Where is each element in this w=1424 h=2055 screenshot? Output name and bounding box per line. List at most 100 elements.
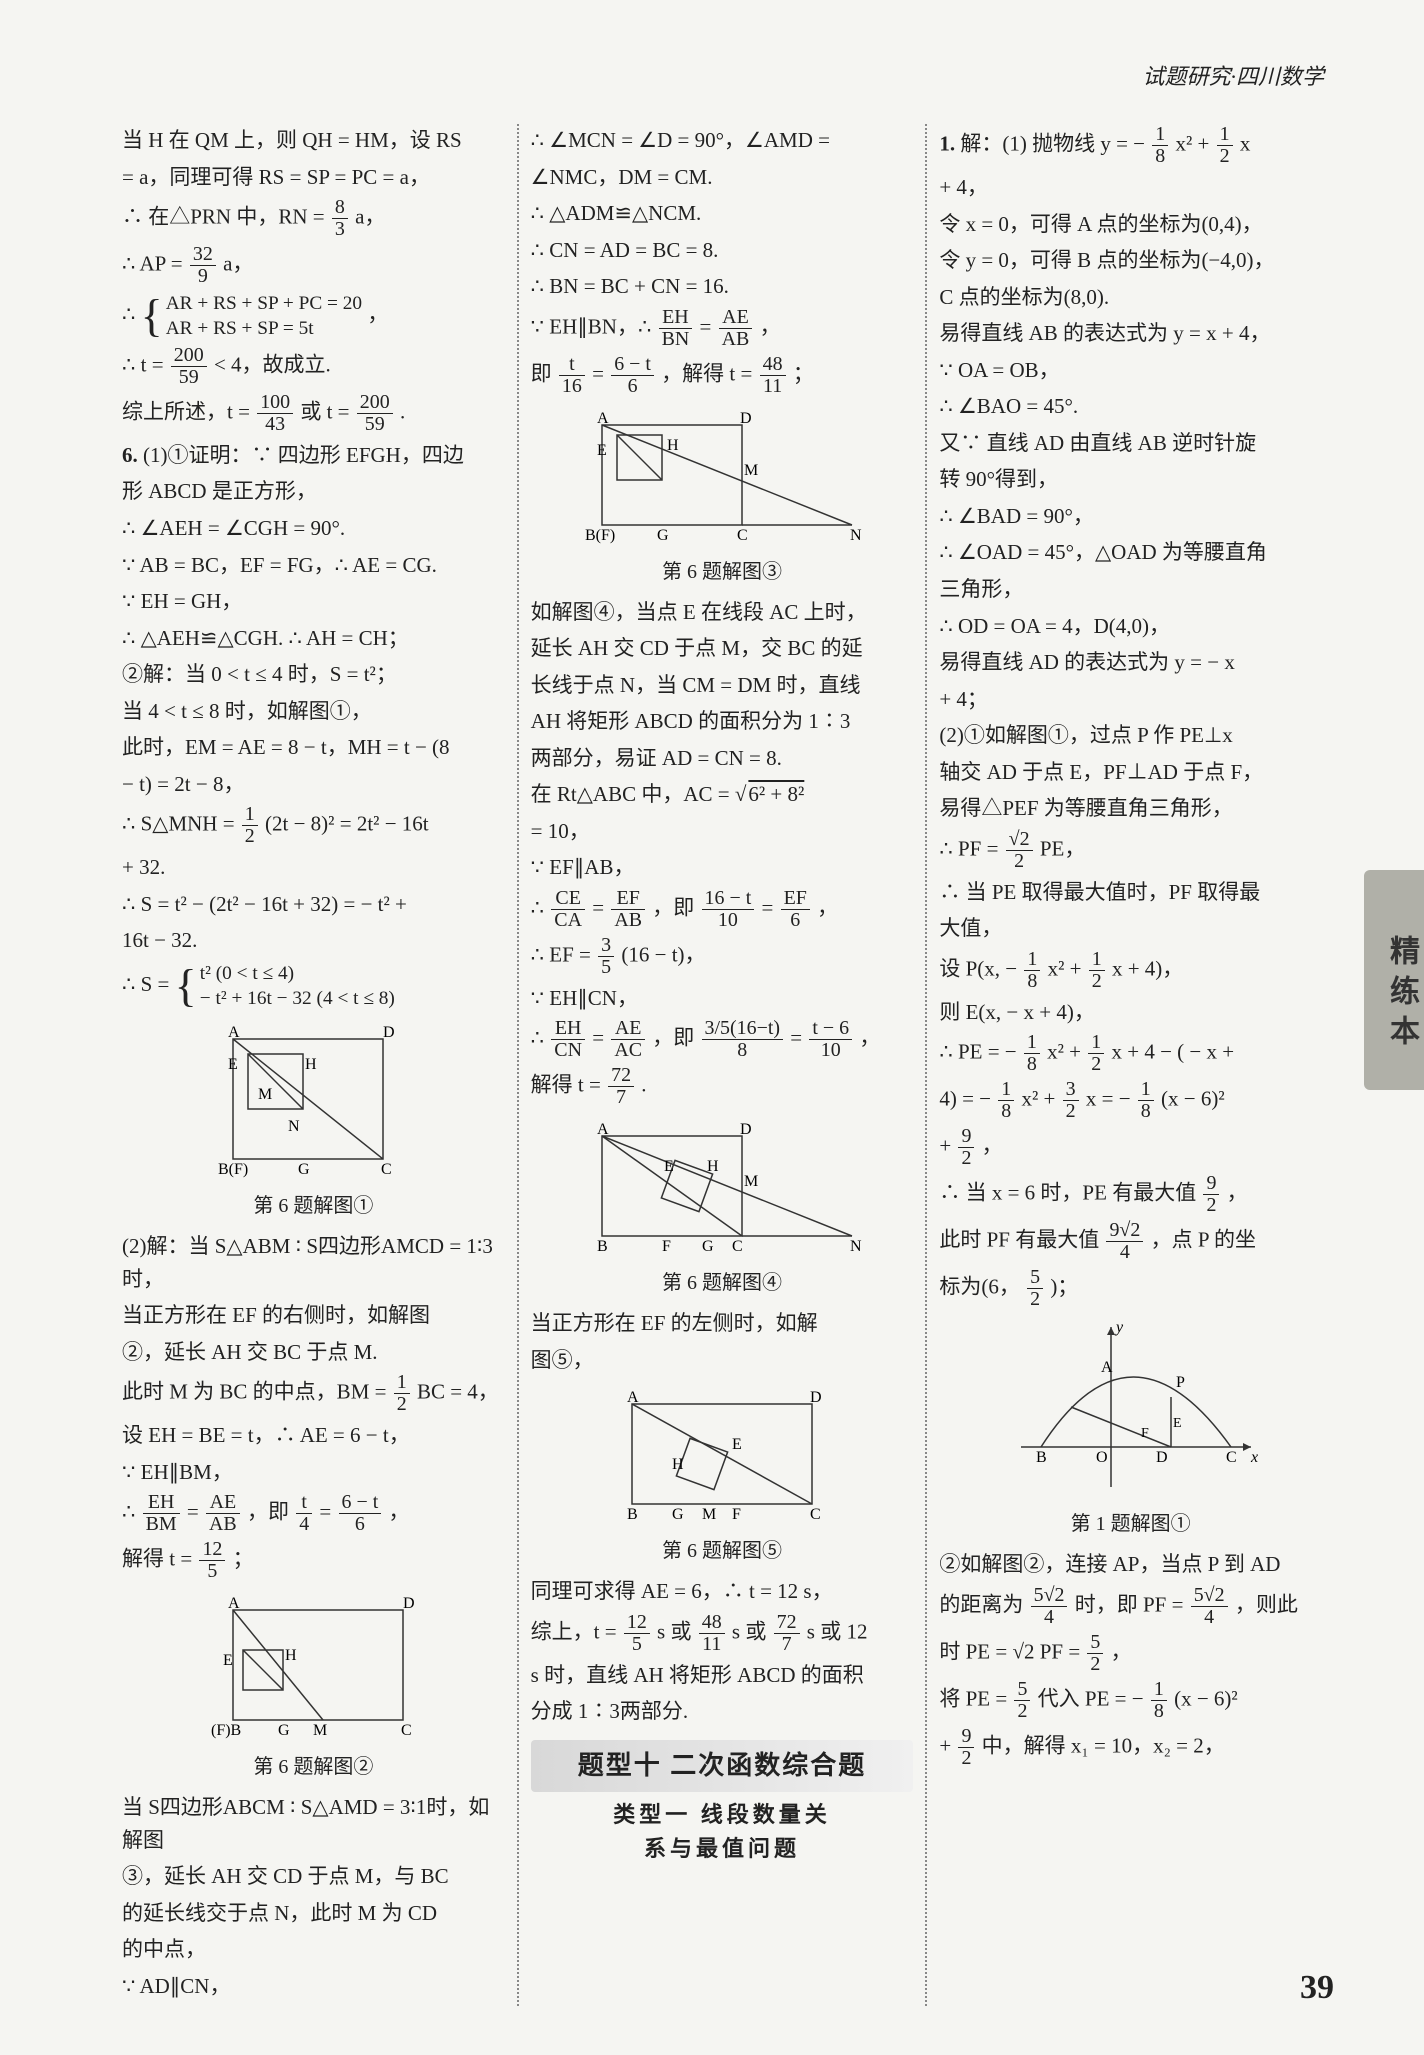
fraction: 12 [242,804,258,847]
text: x² + [1176,131,1215,155]
svg-text:N: N [850,1238,862,1255]
text-line: 当 4 < t ≤ 8 时，如解图①， [122,695,505,728]
text-line: ②，延长 AH 交 BC 于点 M. [122,1336,505,1369]
text-line: 轴交 AD 于点 E，PF⊥AD 于点 F， [939,756,1322,789]
fraction: 10043 [257,392,293,435]
fraction: 12 [394,1372,410,1415]
text: ∴ S△MNH = [122,812,240,836]
text: = [762,895,779,919]
svg-text:F: F [732,1506,741,1523]
text-line: (2)①如解图①，过点 P 作 PE⊥x [939,719,1322,752]
text-line: 分成 1∶3两部分. [531,1695,914,1728]
text-line: 当 S四边形ABCM ∶ S△AMD = 3∶1时，如解图 [122,1791,505,1856]
text: 代入 PE = − [1038,1686,1149,1710]
fraction: t4 [296,1492,312,1535]
text: 或 t = [300,399,354,423]
fraction: 20059 [171,345,207,388]
text-line: 两部分，易证 AD = CN = 8. [531,742,914,775]
sqrt-content: 6² + 8² [746,782,804,806]
fraction: 4811 [699,1612,725,1655]
svg-text:G: G [672,1506,684,1523]
text-line: ∴ CECA = EFAB ，即 16 − t10 = EF6 ， [531,888,914,931]
fraction: 18 [1024,1032,1040,1075]
text: < 4，故成立. [214,352,331,376]
text-line: 16t − 32. [122,924,505,957]
text: 将 PE = [939,1686,1012,1710]
text-line: ∵ EF∥AB， [531,851,914,884]
text-line: ∴ EF = 35 (16 − t)， [531,935,914,978]
text-line: 设 P(x, − 18 x² + 12 x + 4)， [939,949,1322,992]
text-line: 转 90°得到， [939,463,1322,496]
text-line: 又∵ 直线 AD 由直线 AB 逆时针旋 [939,427,1322,460]
fraction: 18 [1152,124,1168,167]
text: (16 − t)， [621,942,705,966]
text-line: C 点的坐标为(8,0). [939,281,1322,314]
fraction: t − 610 [809,1018,852,1061]
figure-6-2: A D E H (F)B G M C 第 6 题解图② [122,1590,505,1783]
text-line: + 4； [939,683,1322,716]
svg-text:D: D [1156,1449,1168,1466]
text: ，即 [652,895,699,919]
text: (2t − 8)² = 2t² − 16t [265,812,429,836]
fraction: 18 [1138,1079,1154,1122]
fraction: 3/5(16−t)8 [702,1018,783,1061]
text-line: 将 PE = 52 代入 PE = − 18 (x − 6)² [939,1679,1322,1722]
svg-text:A: A [627,1389,639,1406]
text: BC = 4， [417,1379,499,1403]
svg-text:M: M [313,1722,327,1739]
text-line: 的延长线交于点 N，此时 M 为 CD [122,1897,505,1930]
text-line: 此时 PF 有最大值 9√24 ，点 P 的坐 [939,1220,1322,1263]
text: ， [859,1026,880,1050]
case-line: − t² + 16t − 32 (4 < t ≤ 8) [200,988,395,1009]
text-line: 延长 AH 交 CD 于点 M，交 BC 的延 [531,632,914,665]
fraction: 125 [624,1612,650,1655]
text: ∴ AP = [122,251,188,275]
text: ，则此 [1235,1592,1298,1616]
svg-text:B(F): B(F) [218,1161,248,1178]
page-number: 39 [1300,1962,1334,2015]
side-tab: 精练本 [1364,870,1424,1090]
section-title: 题型十 二次函数综合题 [531,1740,914,1792]
figure-caption: 第 1 题解图① [939,1509,1322,1540]
text-line: ∴ 当 PE 取得最大值时，PF 取得最 [939,876,1322,909]
text-line: 时 PE = √2 PF = 52 ， [939,1632,1322,1675]
text-line: ∴ AP = 329 a， [122,244,505,287]
text: ∴ S = [122,972,175,996]
text: 综上，t = [531,1619,622,1643]
text-line: 则 E(x, − x + 4)， [939,996,1322,1029]
svg-text:E: E [732,1436,742,1453]
text: 的距离为 [939,1592,1028,1616]
figure-6-5: A D E H B G M F C 第 6 题解图⑤ [531,1384,914,1567]
question-1: 1. 解：(1) 抛物线 y = − 18 x² + 12 x [939,124,1322,167]
fraction: AEAB [719,307,753,350]
text-line: 的中点， [122,1933,505,1966]
column-2: ∴ ∠MCN = ∠D = 90°，∠AMD = ∠NMC，DM = CM. ∴… [519,124,928,2006]
question-number: 6. [122,443,138,467]
text-line: ∵ AB = BC，EF = FG，∴ AE = CG. [122,549,505,582]
text: ； [233,1546,254,1570]
text: x² + [1047,1039,1086,1063]
svg-text:G: G [278,1722,290,1739]
svg-text:y: y [1114,1319,1124,1336]
text: = [187,1499,204,1523]
fraction: 12 [1217,124,1233,167]
text-line: 当 H 在 QM 上，则 QH = HM，设 RS [122,124,505,157]
fraction: 4811 [760,354,786,397]
text-line: ∵ EH∥CN， [531,982,914,1015]
text-line: ∴ CN = AD = BC = 8. [531,234,914,267]
fraction: 6 − t6 [611,354,654,397]
fraction: 9√24 [1106,1220,1143,1263]
text-line: ∵ EH = GH， [122,585,505,618]
fraction: 18 [1151,1679,1167,1722]
text-line: 当正方形在 EF 的右侧时，如解图 [122,1299,505,1332]
text-line: 解得 t = 727 . [531,1065,914,1108]
svg-text:G: G [657,527,669,544]
fraction: 5√24 [1031,1585,1068,1628]
text-line: 此时，EM = AE = 8 − t，MH = t − (8 [122,731,505,764]
text: ，点 P 的坐 [1151,1227,1256,1251]
text: s 或 12 [807,1619,868,1643]
text: s 或 [657,1619,697,1643]
text: ∴ 在△PRN 中，RN = [122,204,330,228]
text-line: = 10， [531,815,914,848]
text: 综上所述，t = [122,399,255,423]
